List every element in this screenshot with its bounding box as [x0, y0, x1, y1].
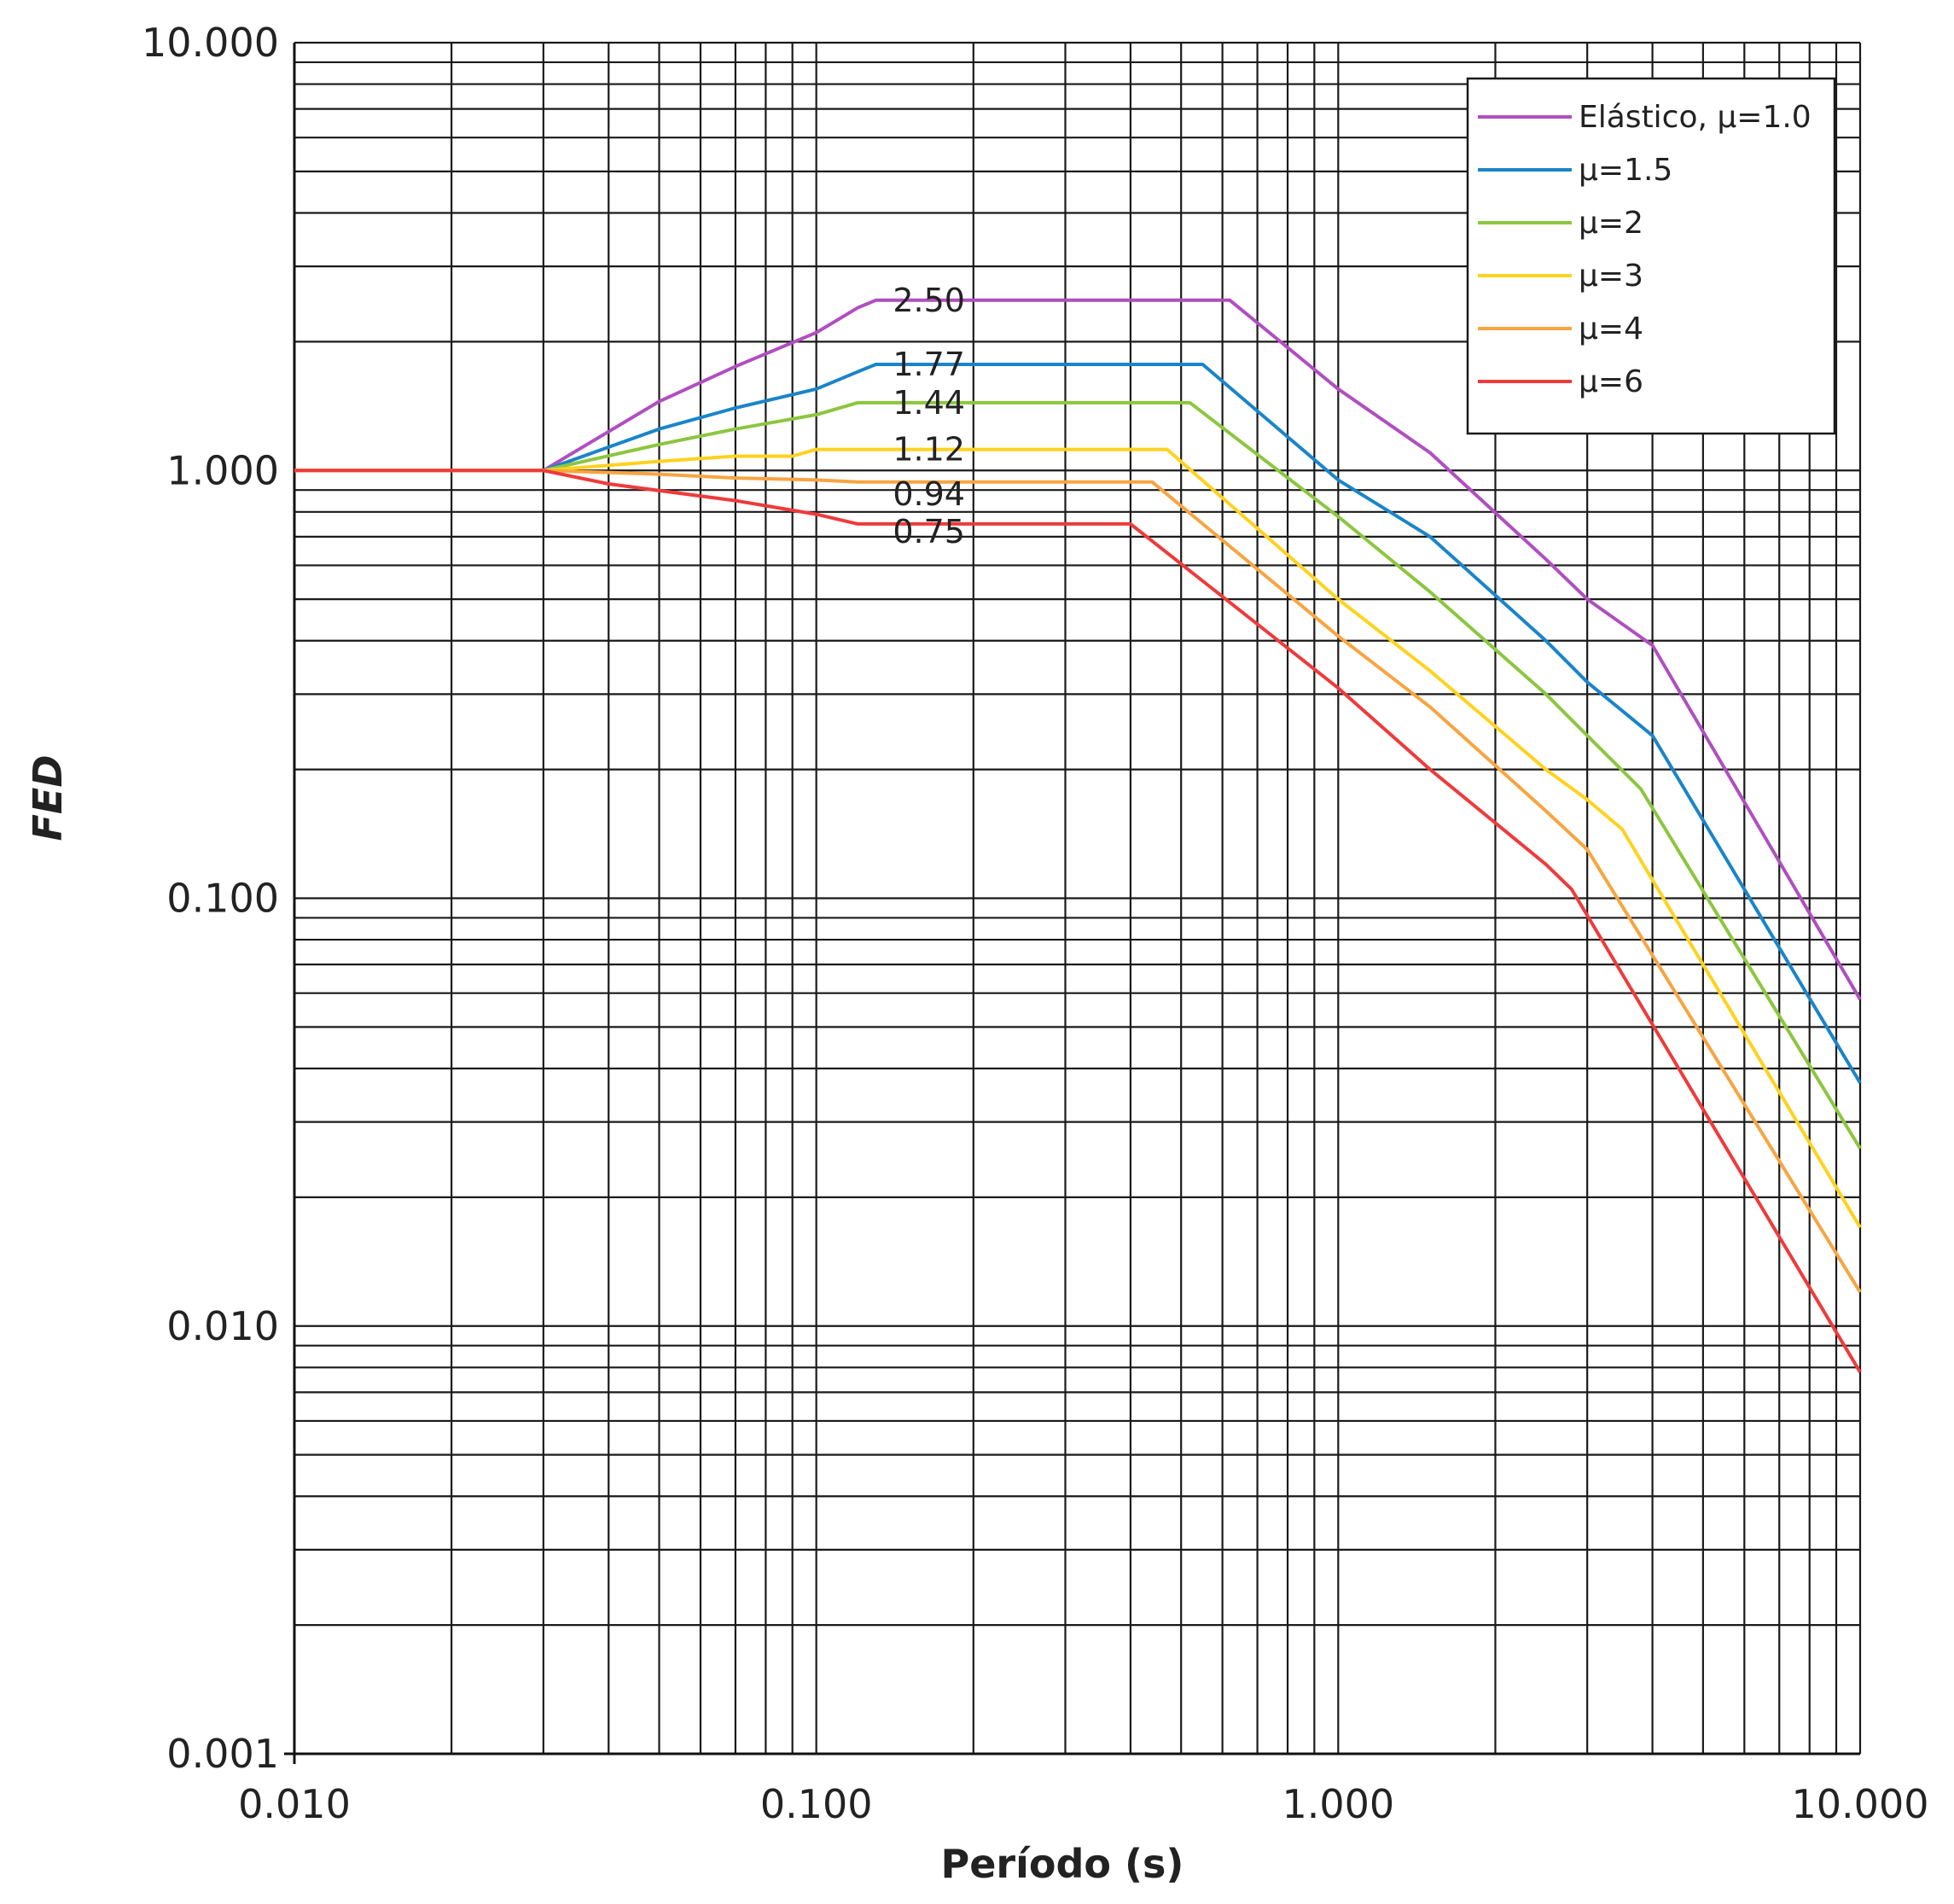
legend-entry: μ=3	[1579, 259, 1643, 294]
legend-entry: μ=2	[1579, 206, 1643, 241]
data-label: 2.50	[893, 282, 965, 319]
data-label: 0.94	[893, 475, 965, 513]
y-tick-label: 0.001	[166, 1731, 279, 1777]
series-line-1	[294, 298, 1862, 1001]
series-line-3	[294, 400, 1862, 1150]
x-tick-label: 10.000	[1792, 1781, 1929, 1827]
x-axis-title: Período (s)	[941, 1841, 1184, 1887]
y-tick-label: 10.000	[142, 20, 279, 66]
tick-labels: 0.010 0.100 1.000 10.0000.0010.0100.1001.00…	[142, 20, 1928, 1827]
y-tick-label: 0.100	[166, 876, 279, 922]
x-tick-label: 0.100	[760, 1781, 873, 1827]
y-tick-label: 1.000	[166, 447, 279, 493]
x-tick-label: 0.010	[238, 1781, 351, 1827]
x-tick-label: 1.000	[1282, 1781, 1394, 1827]
y-tick-label: 0.010	[166, 1303, 279, 1349]
series-line-2	[294, 363, 1862, 1084]
series-lines	[294, 298, 1862, 1373]
legend-entry: μ=1.5	[1579, 153, 1672, 188]
series-line-4	[294, 447, 1862, 1229]
legend-entry: μ=4	[1579, 312, 1643, 346]
legend-box	[1466, 77, 1836, 435]
legend: Elástico, μ=1.0 μ=1.5 μ=2 μ=3 μ=4 μ=6	[1466, 77, 1836, 435]
legend-entry: μ=6	[1579, 364, 1643, 399]
data-label: 0.75	[893, 513, 965, 550]
legend-entry: Elástico, μ=1.0	[1579, 100, 1812, 135]
series-line-6	[294, 469, 1862, 1373]
data-label: 1.44	[893, 384, 965, 422]
data-label: 1.77	[893, 346, 965, 383]
annotations: 2.50 1.771.44 1.12 0.940.75	[893, 282, 965, 550]
series-line-5	[294, 469, 1862, 1294]
y-axis-title: FED	[25, 754, 71, 841]
grid	[284, 41, 1862, 1764]
data-label: 1.12	[893, 431, 965, 469]
